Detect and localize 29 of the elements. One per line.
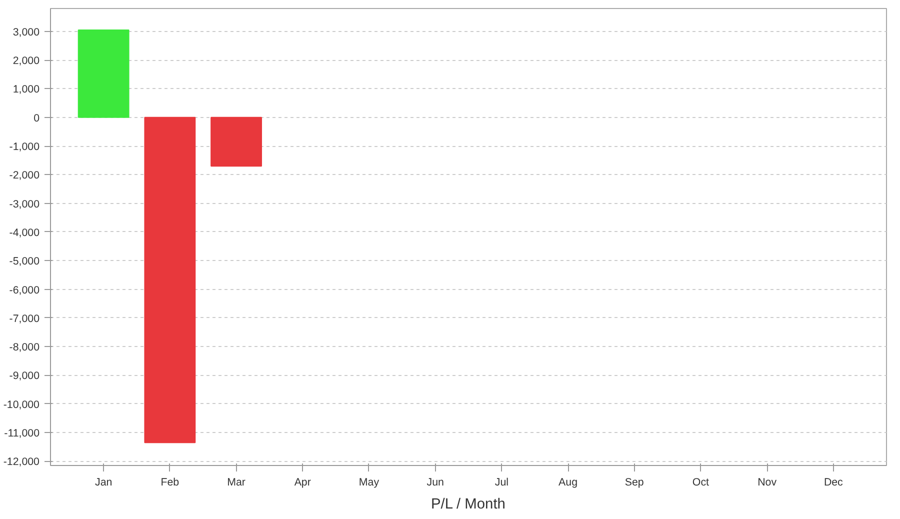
x-tick-label: Jul xyxy=(494,476,508,488)
y-tick-label: 2,000 xyxy=(12,55,40,68)
y-tick-label: 1,000 xyxy=(12,84,40,96)
y-tick-label: 0 xyxy=(34,112,40,124)
x-tick-label: Mar xyxy=(227,476,246,488)
x-tick-label: Jan xyxy=(94,476,112,488)
y-tick-label: -7,000 xyxy=(9,312,40,325)
y-tick-label: -4,000 xyxy=(9,226,40,239)
y-tick-label: -8,000 xyxy=(9,342,40,354)
x-tick-label: Feb xyxy=(160,476,180,488)
y-tick-label: -2,000 xyxy=(9,170,40,182)
x-tick-label: Aug xyxy=(558,476,578,488)
y-tick-label: -9,000 xyxy=(9,370,40,382)
x-tick-label: Nov xyxy=(758,476,778,488)
y-tick-label: -6,000 xyxy=(9,284,40,296)
x-tick-label: Dec xyxy=(824,476,844,488)
x-tick-label: Jun xyxy=(426,476,444,488)
x-tick-label: Oct xyxy=(692,476,710,488)
y-tick-label: -1,000 xyxy=(9,141,40,154)
y-tick-label: -11,000 xyxy=(4,428,40,440)
y-tick-label: 3,000 xyxy=(12,26,40,38)
y-tick-label: -12,000 xyxy=(3,456,40,468)
x-axis-title: P/L / Month xyxy=(431,496,506,512)
x-tick-label: Sep xyxy=(624,476,644,488)
y-tick-label: -5,000 xyxy=(9,256,40,268)
x-tick-label: May xyxy=(358,476,380,488)
x-tick-label: Apr xyxy=(294,476,312,488)
y-tick-label: -10,000 xyxy=(3,398,40,411)
y-tick-label: -3,000 xyxy=(9,198,40,210)
